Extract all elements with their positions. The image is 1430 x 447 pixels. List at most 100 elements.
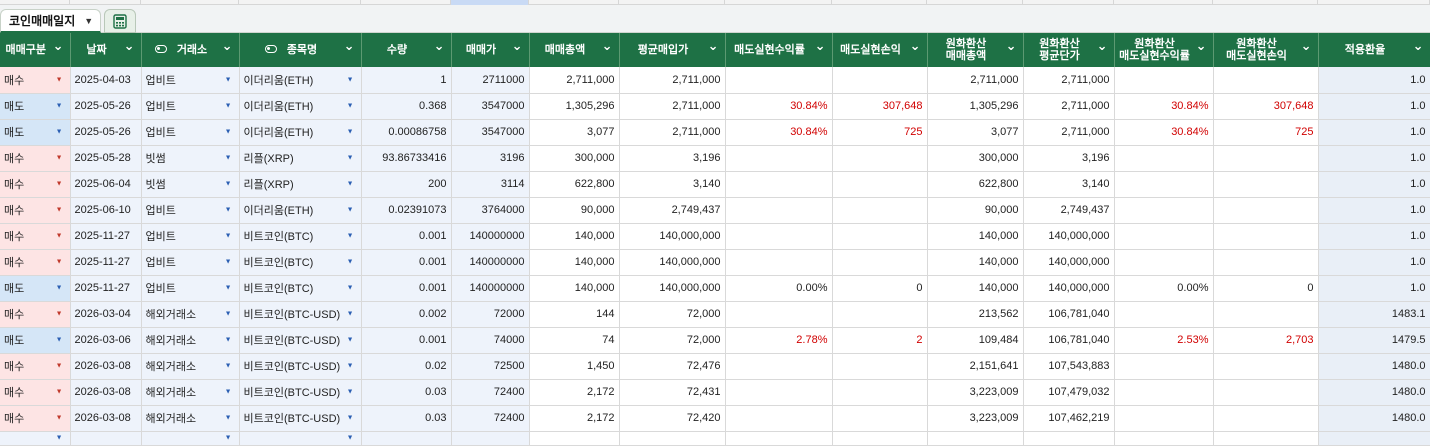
cell-date[interactable]: 2025-06-04 [70,171,142,198]
cell-quantity[interactable]: 0.02 [361,353,452,380]
column-header-krw_total[interactable]: 원화환산 매매총액 ⌄ [927,33,1024,67]
filter-chevron-icon[interactable]: ⌄ [433,37,445,53]
dropdown-arrow-icon[interactable]: ▼ [55,336,63,344]
cell-date[interactable]: 2025-04-03 [70,67,142,94]
sheet-tab-coin-journal[interactable]: 코인매매일지 ▼ [0,9,101,33]
cell-price[interactable]: 2711000 [451,67,530,94]
dropdown-arrow-icon[interactable]: ▼ [346,154,354,162]
column-header-date[interactable]: 날짜 ⌄ [70,33,142,67]
cell-quantity[interactable]: 0.368 [361,93,452,120]
cell-date[interactable]: 2026-03-06 [70,327,142,354]
dropdown-arrow-icon[interactable]: ▼ [224,284,232,292]
cell-coin[interactable]: 비트코인(BTC-USD) ▼ [239,379,362,406]
cell-trade-type[interactable]: 매수 ▼ [0,145,71,172]
cell-trade-type[interactable]: 매수 ▼ [0,301,71,328]
filter-chevron-icon[interactable]: ⌄ [123,37,135,53]
dropdown-arrow-icon[interactable]: ▼ [346,128,354,136]
column-header-rate[interactable]: 적용환율 ⌄ [1318,33,1430,67]
dropdown-arrow-icon[interactable]: ▼ [224,232,232,240]
cell-exchange[interactable]: 빗썸 ▼ [141,171,240,198]
cell-coin[interactable]: 이더리움(ETH) ▼ [239,197,362,224]
cell-quantity[interactable]: 0.001 [361,275,452,302]
dropdown-arrow-icon[interactable]: ▼ [224,310,232,318]
cell-price[interactable]: 140000000 [451,275,530,302]
empty-cell[interactable] [451,431,530,446]
dropdown-arrow-icon[interactable]: ▼ [55,258,63,266]
dropdown-arrow-icon[interactable]: ▼ [55,284,63,292]
cell-exchange[interactable]: 업비트 ▼ [141,119,240,146]
dropdown-arrow-icon[interactable]: ▼ [224,434,232,442]
dropdown-arrow-icon[interactable]: ▼ [55,180,63,188]
filter-chevron-icon[interactable]: ⌄ [1195,37,1207,53]
cell-trade-type[interactable]: 매도 ▼ [0,327,71,354]
filter-chevron-icon[interactable]: ⌄ [511,37,523,53]
cell-date[interactable]: 2025-11-27 [70,249,142,276]
dropdown-arrow-icon[interactable]: ▼ [55,388,63,396]
cell-date[interactable]: 2026-03-08 [70,379,142,406]
cell-date[interactable]: 2025-05-28 [70,145,142,172]
dropdown-arrow-icon[interactable]: ▼ [224,180,232,188]
cell-price[interactable]: 3764000 [451,197,530,224]
empty-cell[interactable] [1318,431,1430,446]
cell-price[interactable]: 3196 [451,145,530,172]
cell-date[interactable]: 2025-06-10 [70,197,142,224]
filter-chevron-icon[interactable]: ⌄ [909,37,921,53]
cell-coin[interactable]: 비트코인(BTC-USD) ▼ [239,301,362,328]
cell-date[interactable]: 2026-03-08 [70,405,142,432]
empty-cell[interactable] [725,431,833,446]
cell-trade-type[interactable]: 매도 ▼ [0,119,71,146]
cell-exchange[interactable]: 빗썸 ▼ [141,145,240,172]
cell-date[interactable]: 2026-03-04 [70,301,142,328]
dropdown-arrow-icon[interactable]: ▼ [224,388,232,396]
cell-exchange[interactable]: 업비트 ▼ [141,93,240,120]
empty-cell[interactable] [927,431,1024,446]
empty-cell[interactable]: ▼ [0,431,71,446]
cell-exchange[interactable]: 업비트 ▼ [141,275,240,302]
column-header-exchange[interactable]: 거래소 ⌄ [141,33,240,67]
cell-price[interactable]: 140000000 [451,223,530,250]
cell-price[interactable]: 3547000 [451,93,530,120]
cell-price[interactable]: 72000 [451,301,530,328]
cell-trade-type[interactable]: 매수 ▼ [0,223,71,250]
dropdown-arrow-icon[interactable]: ▼ [224,206,232,214]
cell-price[interactable]: 140000000 [451,249,530,276]
filter-chevron-icon[interactable]: ⌄ [707,37,719,53]
dropdown-arrow-icon[interactable]: ▼ [224,362,232,370]
cell-price[interactable]: 3114 [451,171,530,198]
dropdown-arrow-icon[interactable]: ▼ [55,362,63,370]
cell-price[interactable]: 72400 [451,405,530,432]
cell-date[interactable]: 2025-05-26 [70,93,142,120]
dropdown-arrow-icon[interactable]: ▼ [224,414,232,422]
cell-exchange[interactable]: 해외거래소 ▼ [141,353,240,380]
cell-trade-type[interactable]: 매수 ▼ [0,353,71,380]
cell-date[interactable]: 2026-03-08 [70,353,142,380]
cell-coin[interactable]: 이더리움(ETH) ▼ [239,93,362,120]
cell-quantity[interactable]: 1 [361,67,452,94]
cell-price[interactable]: 72400 [451,379,530,406]
cell-price[interactable]: 74000 [451,327,530,354]
cell-trade-type[interactable]: 매도 ▼ [0,93,71,120]
column-header-krw_avg[interactable]: 원화환산 평균단가 ⌄ [1023,33,1115,67]
cell-price[interactable]: 3547000 [451,119,530,146]
cell-exchange[interactable]: 해외거래소 ▼ [141,301,240,328]
empty-cell[interactable] [70,431,142,446]
filter-chevron-icon[interactable]: ⌄ [52,37,64,53]
cell-trade-type[interactable]: 매수 ▼ [0,171,71,198]
dropdown-arrow-icon[interactable]: ▼ [346,336,354,344]
cell-coin[interactable]: 비트코인(BTC) ▼ [239,275,362,302]
column-header-profit_rate[interactable]: 매도실현수익률 ⌄ [725,33,833,67]
dropdown-arrow-icon[interactable]: ▼ [346,362,354,370]
calculator-button[interactable] [104,9,136,33]
dropdown-arrow-icon[interactable]: ▼ [224,128,232,136]
cell-coin[interactable]: 리플(XRP) ▼ [239,145,362,172]
cell-coin[interactable]: 이더리움(ETH) ▼ [239,67,362,94]
cell-quantity[interactable]: 0.002 [361,301,452,328]
cell-coin[interactable]: 비트코인(BTC) ▼ [239,249,362,276]
cell-coin[interactable]: 비트코인(BTC-USD) ▼ [239,405,362,432]
cell-date[interactable]: 2025-05-26 [70,119,142,146]
cell-coin[interactable]: 비트코인(BTC-USD) ▼ [239,327,362,354]
cell-quantity[interactable]: 93.86733416 [361,145,452,172]
empty-cell[interactable] [1023,431,1115,446]
cell-exchange[interactable]: 업비트 ▼ [141,223,240,250]
dropdown-arrow-icon[interactable]: ▼ [55,232,63,240]
